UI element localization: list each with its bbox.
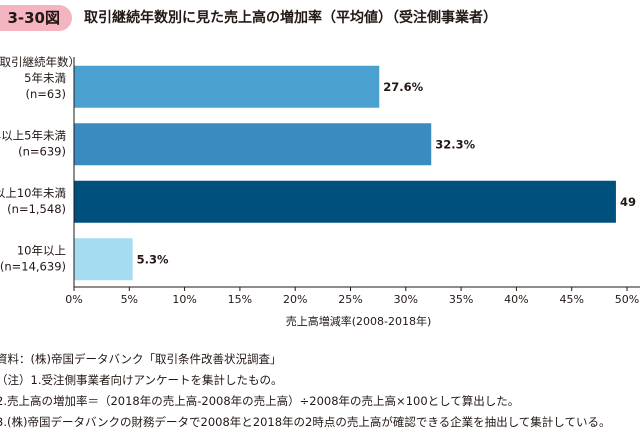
x-tick-label-0: 0% xyxy=(65,293,82,306)
category-label-2: 5年以上5年未満 xyxy=(0,128,66,142)
note-3: 3.(株)帝国データバンクの財務データで2008年と2018年の2時点の売上高が… xyxy=(0,415,611,429)
x-tick-label-3: 15% xyxy=(228,293,252,306)
x-tick-label-8: 40% xyxy=(504,293,528,306)
bar-value-label-3: 49 xyxy=(620,195,636,209)
category-label-4: 10年以上 xyxy=(17,243,66,257)
x-tick-label-1: 5% xyxy=(121,293,138,306)
bar-value-label-4: 5.3% xyxy=(137,252,169,266)
bar-1 xyxy=(74,65,380,108)
x-tick-label-7: 35% xyxy=(449,293,473,306)
category-count-1: (n=63) xyxy=(25,87,66,101)
category-count-3: (n=1,548) xyxy=(7,202,66,216)
note-source: 資料：(株)帝国データバンク「取引条件改善状況調査」 xyxy=(0,352,282,366)
value-axis-title: 売上高増減率(2008-2018年) xyxy=(286,314,432,328)
figure-title: 取引継続年数別に見た売上高の増加率（平均値）（受注側事業者） xyxy=(84,10,497,26)
bar-4 xyxy=(74,238,133,281)
x-tick-label-5: 25% xyxy=(338,293,362,306)
x-tick-label-2: 10% xyxy=(172,293,196,306)
bar-value-label-1: 27.6% xyxy=(383,80,423,94)
bar-2 xyxy=(74,123,432,166)
x-tick-label-10: 50% xyxy=(615,293,639,306)
bar-value-label-2: 32.3% xyxy=(435,137,475,151)
bar-3 xyxy=(74,180,616,223)
bar-chart: （取引継続年数） 27.6% 32.3% 49 5.3% 5年未満 (n=63) 5年以上… xyxy=(0,55,640,328)
x-tick-label-6: 30% xyxy=(394,293,418,306)
note-2: 2.売上高の増加率＝（2018年の売上高-2008年の売上高）÷2008年の売上… xyxy=(0,394,520,408)
category-label-1: 5年未満 xyxy=(24,71,66,85)
category-label-3: 5年以上10年未満 xyxy=(0,186,66,200)
x-tick-label-9: 45% xyxy=(559,293,583,306)
category-count-4: (n=14,639) xyxy=(0,259,66,273)
x-tick-label-4: 20% xyxy=(283,293,307,306)
category-count-2: (n=639) xyxy=(18,144,66,158)
note-1: （注）1.受注側事業者向けアンケートを集計したもの。 xyxy=(0,373,283,387)
category-axis-title: （取引継続年数） xyxy=(0,55,80,69)
figure-number-badge: 3-30図 xyxy=(0,5,72,31)
figure-header: 3-30図 取引継続年数別に見た売上高の増加率（平均値）（受注側事業者） xyxy=(0,0,640,36)
